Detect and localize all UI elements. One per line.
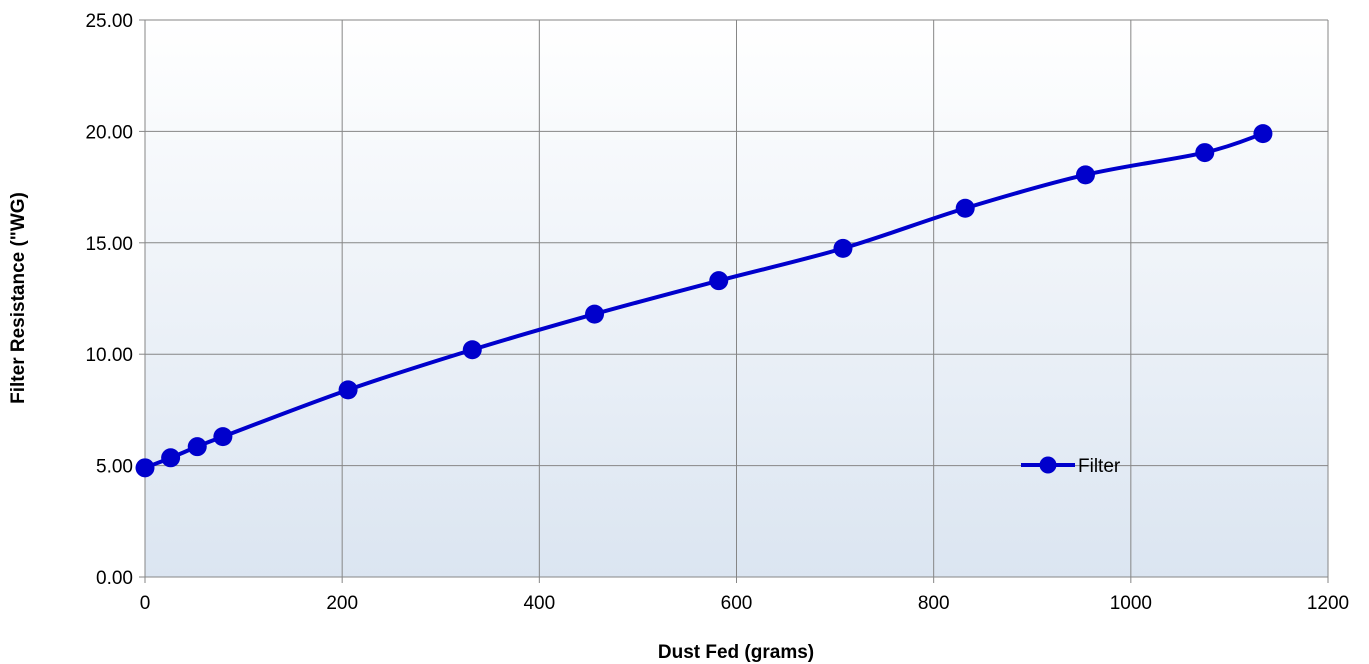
y-tick-label: 10.00 [85,345,133,366]
data-point [187,437,207,457]
y-tick-label: 25.00 [85,11,133,32]
data-point [833,238,853,258]
data-point [135,458,155,478]
series-layer [135,124,1273,478]
data-point [1195,143,1215,163]
data-point [955,198,975,218]
data-point [1253,124,1273,144]
y-tick-label: 5.00 [96,457,133,478]
x-tick-label: 800 [918,593,950,614]
gridlines [145,19,1329,577]
data-point [338,380,358,400]
axes: 0 200 400 600 800 1000 1200 0.00 5.00 10.00 15.00 2… [85,11,1349,614]
legend-marker [1039,456,1057,474]
x-tick-label: 1000 [1110,593,1152,614]
data-point [585,304,605,324]
y-tick-label: 0.00 [96,568,133,589]
y-axis-title: Filter Resistance ("WG) [8,192,29,404]
x-tick-label: 600 [721,593,753,614]
data-point [213,427,233,447]
data-point [709,271,729,291]
data-point [161,448,181,468]
x-tick-label: 0 [140,593,151,614]
y-tick-label: 20.00 [85,122,133,143]
legend-label-filter: Filter [1078,456,1121,477]
x-axis-title: Dust Fed (grams) [658,642,814,663]
legend: Filter [1021,456,1121,477]
x-tick-label: 400 [523,593,555,614]
data-point [1075,165,1095,185]
y-tick-label: 15.00 [85,234,133,255]
data-point [462,340,482,360]
x-tick-label: 200 [326,593,358,614]
x-tick-label: 1200 [1307,593,1349,614]
